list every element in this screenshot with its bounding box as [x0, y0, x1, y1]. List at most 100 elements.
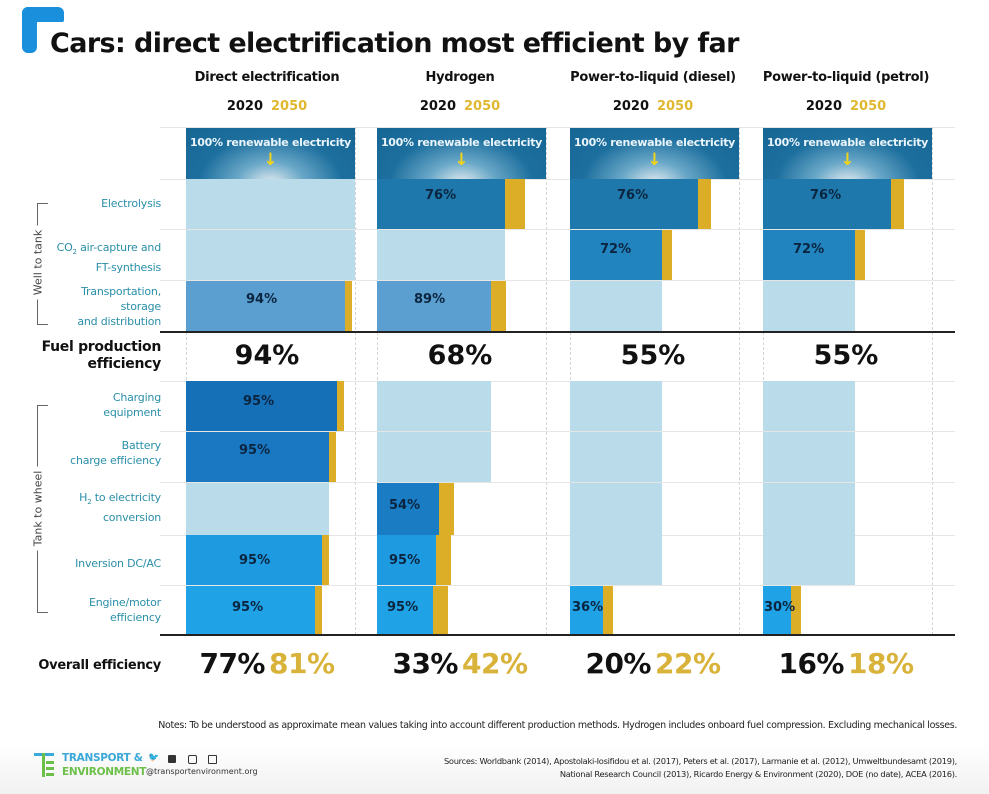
legend-2020: 2020 [612, 99, 649, 114]
bar-label-de-transport: 94% [246, 292, 278, 307]
bar-2050-gain [345, 281, 352, 331]
bar-2020-segment [763, 586, 791, 634]
gridline-vertical [546, 127, 547, 635]
te-logo-icon [34, 753, 54, 777]
legend-2020: 2020 [805, 99, 842, 114]
bar-2020-segment [377, 483, 439, 535]
fuel-production-value-ptlp: 55% [813, 340, 879, 371]
bar-2050-gain [436, 535, 451, 585]
gridline [160, 482, 955, 483]
legend-2020: 2020 [226, 99, 263, 114]
gridline [160, 431, 955, 432]
overall-efficiency-ptlp: 16% 18% [778, 647, 914, 680]
bar-label-ptld-electrolysis: 76% [617, 188, 649, 203]
overall-efficiency-h2: 33% 42% [392, 647, 528, 680]
bar-2020-segment [186, 586, 315, 634]
bar-2050-gain [662, 230, 672, 280]
bar-unused-segment [763, 432, 855, 482]
row-label-h2-conversion: H2 to electricity conversion [79, 491, 161, 525]
row-label-overall: Overall efficiency [38, 658, 161, 673]
fuel-production-value-h2: 68% [427, 340, 493, 371]
bar-2020-segment [570, 179, 698, 229]
facebook-icon[interactable] [168, 755, 176, 763]
overall-efficiency-ptld: 20% 22% [585, 647, 721, 680]
column-header-direct-electrification: Direct electrification [194, 70, 340, 85]
bar-unused-segment [570, 281, 662, 331]
twitter-icon[interactable]: 🐦 [148, 753, 160, 763]
bar-2050-gain [322, 535, 329, 585]
sources-text: Sources: Worldbank (2014), Apostolaki-Io… [443, 756, 957, 779]
row-label-inversion: Inversion DC/AC [75, 557, 161, 570]
bar-2050-gain [439, 483, 454, 535]
bar-label-de-engine: 95% [232, 600, 264, 615]
arrow-down-icon: ↓ [840, 150, 855, 170]
bar-label-de-inversion: 95% [239, 553, 271, 568]
tank-to-wheel-divider [160, 634, 955, 636]
instagram-icon[interactable] [188, 755, 197, 764]
gridline [160, 280, 955, 281]
row-label-transportation: Transportation, storage and distribution [77, 285, 161, 328]
legend-years: 2020 2050 [558, 99, 748, 114]
bar-label-h2-electrolysis: 76% [425, 188, 457, 203]
bar-2050-gain [791, 586, 801, 634]
bar-2050-gain [491, 281, 506, 331]
group-label-well-to-tank: Well to tank [31, 225, 45, 300]
bar-unused-segment [763, 483, 855, 535]
bar-2020-segment [377, 281, 491, 331]
bar-2050-gain [603, 586, 613, 634]
bar-unused-segment [570, 535, 662, 585]
bar-label-h2-inversion: 95% [389, 553, 421, 568]
row-label-charging: Charging equipment [103, 391, 161, 419]
renewable-electricity-box: 100% renewable electricity ↓ [377, 128, 546, 179]
bar-unused-segment [186, 483, 329, 535]
bar-2050-gain [891, 179, 904, 229]
bar-label-ptlp-electrolysis: 76% [810, 188, 842, 203]
gridline [160, 179, 955, 180]
org-name-line1: TRANSPORT & [62, 752, 143, 764]
legend-years: 2020 2050 [365, 99, 555, 114]
bar-label-h2-engine: 95% [387, 600, 419, 615]
bar-2020-segment [570, 586, 603, 634]
bar-2020-segment [377, 179, 505, 229]
website-link[interactable]: @transportenvironment.org [146, 767, 258, 776]
bar-label-h2-transport: 89% [414, 292, 446, 307]
legend-2050: 2050 [464, 99, 501, 114]
bar-unused-segment [763, 381, 855, 431]
fuel-production-value-de: 94% [234, 340, 300, 371]
bar-unused-segment [570, 483, 662, 535]
org-name-line2: ENVIRONMENT [62, 766, 147, 778]
arrow-down-icon: ↓ [454, 150, 469, 170]
brand-corner-mark [22, 7, 64, 53]
bar-label-ptld-engine: 36% [572, 600, 604, 615]
arrow-down-icon: ↓ [263, 150, 278, 170]
gridline [160, 127, 955, 128]
gridline [160, 535, 955, 536]
fuel-production-value-ptld: 55% [620, 340, 686, 371]
bar-2050-gain [329, 432, 336, 482]
bar-2020-segment [570, 230, 662, 280]
bar-unused-segment [570, 432, 662, 482]
bar-label-de-charging: 95% [243, 394, 275, 409]
bar-2050-gain [315, 586, 322, 634]
bar-2020-segment [377, 535, 436, 585]
bar-2050-gain [505, 179, 525, 229]
chart-title: Cars: direct electrification most effici… [50, 28, 739, 59]
column-header-ptl-petrol: Power-to-liquid (petrol) [762, 70, 930, 85]
bar-unused-segment [377, 230, 505, 280]
gridline [160, 585, 955, 586]
bar-unused-segment [763, 535, 855, 585]
legend-years: 2020 2050 [172, 99, 362, 114]
row-label-co2-capture: CO2 air-capture and FT-synthesis [56, 241, 162, 275]
bar-2020-segment [186, 381, 337, 431]
row-label-engine: Engine/motor efficiency [88, 596, 161, 624]
bar-unused-segment [377, 381, 491, 431]
group-label-tank-to-wheel: Tank to wheel [31, 466, 45, 551]
bar-2050-gain [855, 230, 865, 280]
column-header-ptl-diesel: Power-to-liquid (diesel) [570, 70, 736, 85]
bar-2050-gain [433, 586, 448, 634]
legend-2050: 2050 [271, 99, 308, 114]
arrow-down-icon: ↓ [647, 150, 662, 170]
linkedin-icon[interactable] [208, 755, 217, 764]
notes-text: Notes: To be understood as approximate m… [158, 720, 957, 731]
legend-years: 2020 2050 [751, 99, 941, 114]
